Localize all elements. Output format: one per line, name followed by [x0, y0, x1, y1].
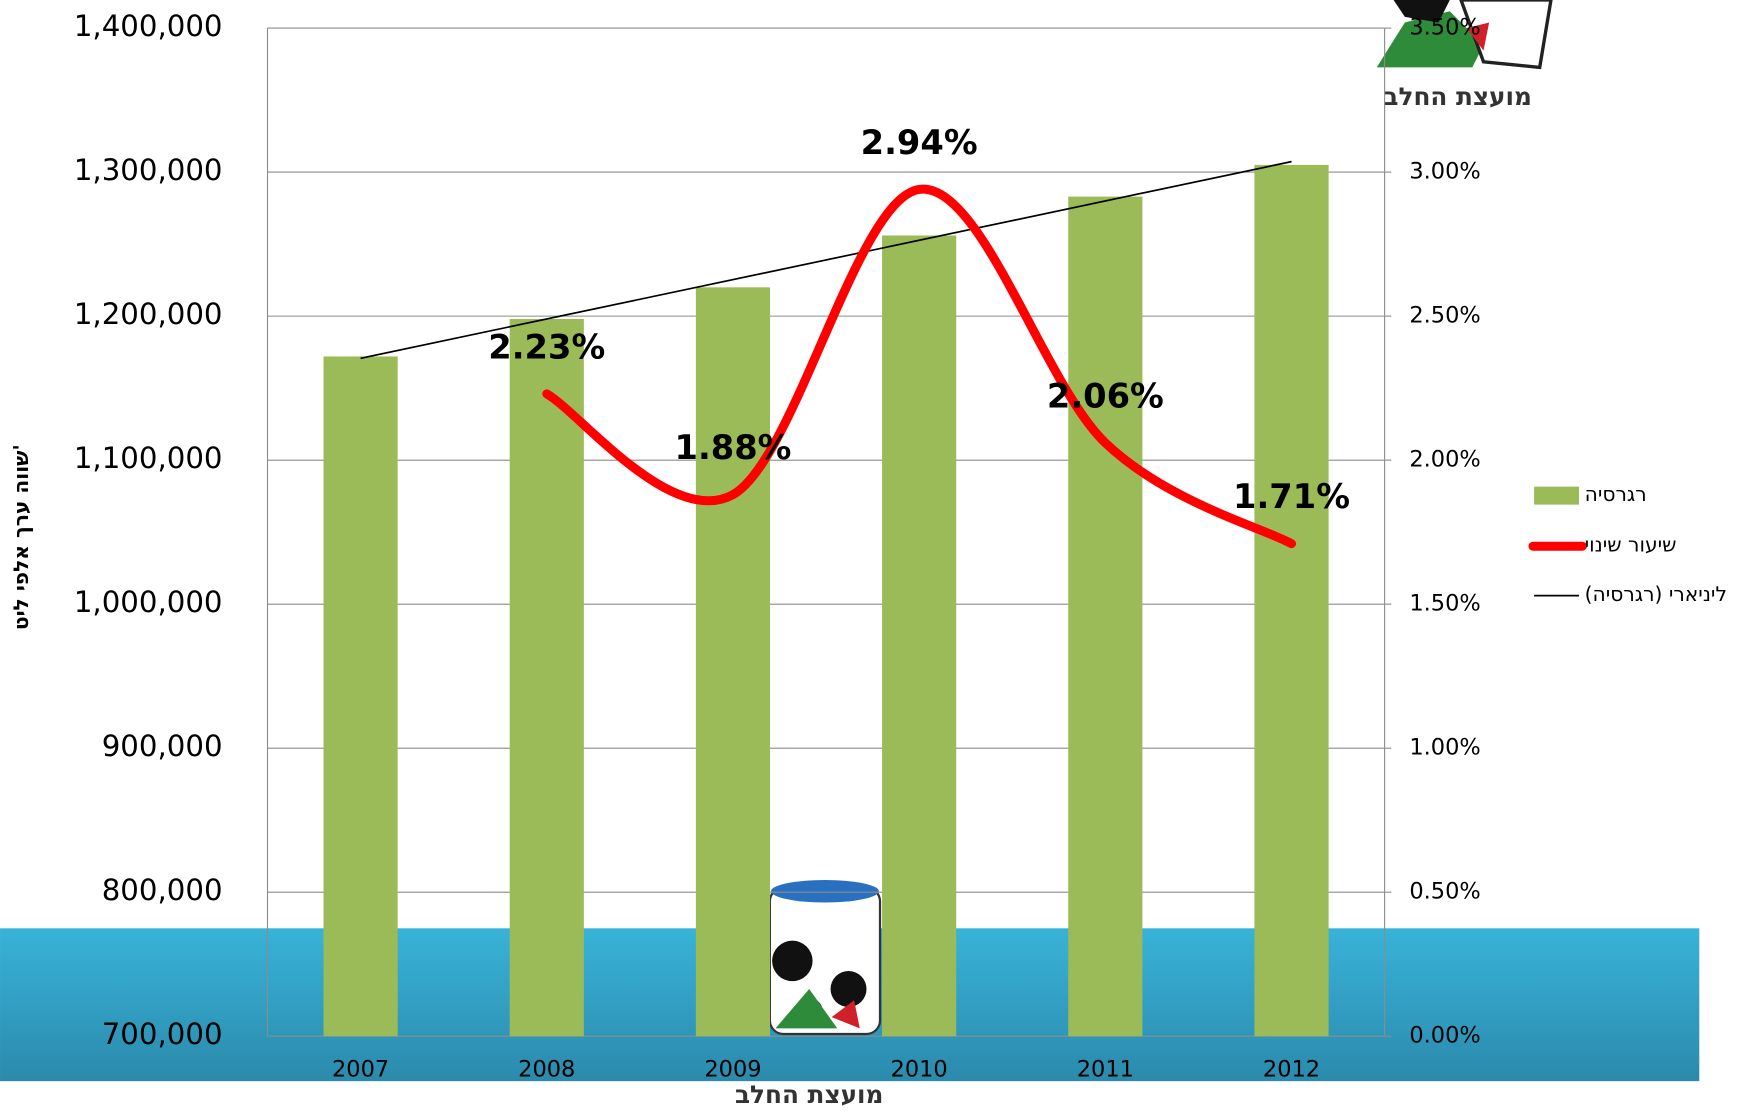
y-tick-label: 1,200,000 — [74, 297, 223, 331]
legend-label: שיעור שינוי — [1585, 533, 1677, 557]
y2-tick-label: 1.50% — [1409, 591, 1480, 617]
legend-label: ליניארי (רגרסיה) — [1585, 582, 1727, 606]
y-tick-label: 1,300,000 — [74, 153, 223, 187]
y2-tick-label: 2.00% — [1409, 447, 1480, 473]
data-label: 2.94% — [861, 123, 978, 162]
legend-swatch — [1534, 487, 1579, 505]
y-tick-label: 800,000 — [102, 873, 223, 907]
y-tick-label: 900,000 — [102, 729, 223, 763]
x-tick-label: 2012 — [1263, 1056, 1320, 1082]
logo-text: מועצת החלב — [735, 1080, 883, 1107]
chart: שווה ערך אלפי ליט' מועצת החלב מועצת החלב… — [0, 0, 1760, 1107]
y-axis-title: שווה ערך אלפי ליט' — [9, 444, 33, 630]
y2-tick-label: 1.00% — [1409, 735, 1480, 761]
y2-tick-label: 0.50% — [1409, 879, 1480, 905]
y2-tick-label: 3.00% — [1409, 159, 1480, 185]
x-tick-label: 2008 — [518, 1056, 575, 1082]
x-tick-label: 2007 — [332, 1056, 389, 1082]
y2-tick-label: 0.00% — [1409, 1023, 1480, 1049]
logo-text: מועצת החלב — [1383, 82, 1531, 111]
y-tick-label: 1,400,000 — [74, 9, 223, 43]
bar — [510, 319, 584, 1036]
x-tick-label: 2009 — [704, 1056, 761, 1082]
legend-label: רגרסיה — [1585, 482, 1647, 506]
x-tick-label: 2011 — [1077, 1056, 1134, 1082]
data-label: 2.06% — [1047, 376, 1164, 415]
bar — [1254, 165, 1328, 1036]
y2-tick-label: 2.50% — [1409, 303, 1480, 329]
bar — [1068, 197, 1142, 1037]
bar — [696, 287, 770, 1036]
data-label: 2.23% — [488, 327, 605, 366]
bar — [324, 356, 398, 1036]
data-label: 1.88% — [674, 428, 791, 467]
y-tick-label: 1,000,000 — [74, 585, 223, 619]
y-tick-label: 1,100,000 — [74, 441, 223, 475]
data-label: 1.71% — [1233, 477, 1350, 516]
x-tick-label: 2010 — [891, 1056, 948, 1082]
y2-tick-label: 3.50% — [1409, 15, 1480, 41]
y-tick-label: 700,000 — [102, 1017, 223, 1051]
bar — [882, 235, 956, 1036]
